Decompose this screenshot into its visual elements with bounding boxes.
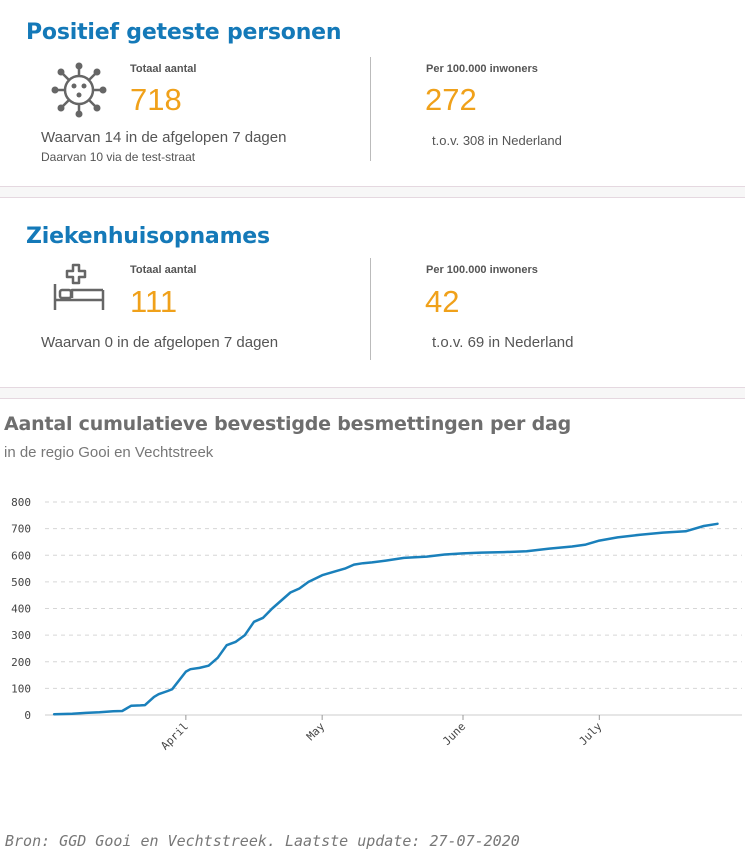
section-separator-2 — [0, 387, 745, 399]
cumulative-cases-chart: 0 100 200 300 400 500 600 700 800 April May June Ju… — [11, 496, 742, 753]
positive-divider — [370, 57, 371, 161]
positive-per-value: 272 — [425, 82, 477, 117]
hospital-title: Ziekenhuisopnames — [26, 224, 270, 249]
hospital-per-label: Per 100.000 inwoners — [426, 264, 538, 276]
y-tick-label: 200 — [11, 656, 31, 669]
x-tick-label: April — [158, 720, 191, 753]
x-tick-label: July — [577, 720, 605, 748]
x-tick-label: May — [304, 720, 328, 744]
y-tick-label: 300 — [11, 629, 31, 642]
positive-per-sub: t.o.v. 308 in Nederland — [432, 133, 562, 148]
virus-icon — [51, 62, 107, 118]
hospital-total-value: 111 — [130, 284, 178, 319]
positive-total-value: 718 — [130, 82, 182, 117]
chart-subtitle: in de regio Gooi en Vechtstreek — [4, 444, 214, 461]
positive-total-label: Totaal aantal — [130, 63, 197, 75]
positive-title: Positief geteste personen — [26, 20, 342, 45]
y-tick-label: 600 — [11, 549, 31, 562]
hospital-total-label: Totaal aantal — [130, 264, 197, 276]
y-tick-label: 100 — [11, 682, 31, 695]
positive-sub-line1: Waarvan 14 in de afgelopen 7 dagen — [41, 129, 287, 146]
hospital-per-value: 42 — [425, 284, 460, 319]
y-tick-label: 400 — [11, 603, 31, 616]
source-footer: Bron: GGD Gooi en Vechtstreek. Laatste u… — [5, 832, 520, 850]
y-tick-label: 500 — [11, 576, 31, 589]
positive-sub-line2: Daarvan 10 via de test-straat — [41, 150, 196, 164]
hospital-panel: Ziekenhuisopnames Totaal aantal 111 Waar… — [0, 198, 745, 386]
hospital-bed-icon — [53, 263, 105, 310]
hospital-per-sub: t.o.v. 69 in Nederland — [432, 334, 574, 351]
x-tick-label: June — [440, 720, 468, 748]
chart-title: Aantal cumulatieve bevestigde besmetting… — [4, 413, 572, 435]
positive-panel: Positief geteste personen Totaal aantal … — [0, 0, 745, 186]
y-tick-label: 700 — [11, 523, 31, 536]
y-tick-label: 800 — [11, 496, 31, 509]
positive-per-label: Per 100.000 inwoners — [426, 63, 538, 75]
hospital-divider — [370, 258, 371, 360]
y-tick-label: 0 — [24, 709, 31, 722]
section-separator — [0, 186, 745, 198]
cumulative-cases-line — [52, 522, 719, 716]
hospital-sub-line1: Waarvan 0 in de afgelopen 7 dagen — [41, 334, 279, 351]
